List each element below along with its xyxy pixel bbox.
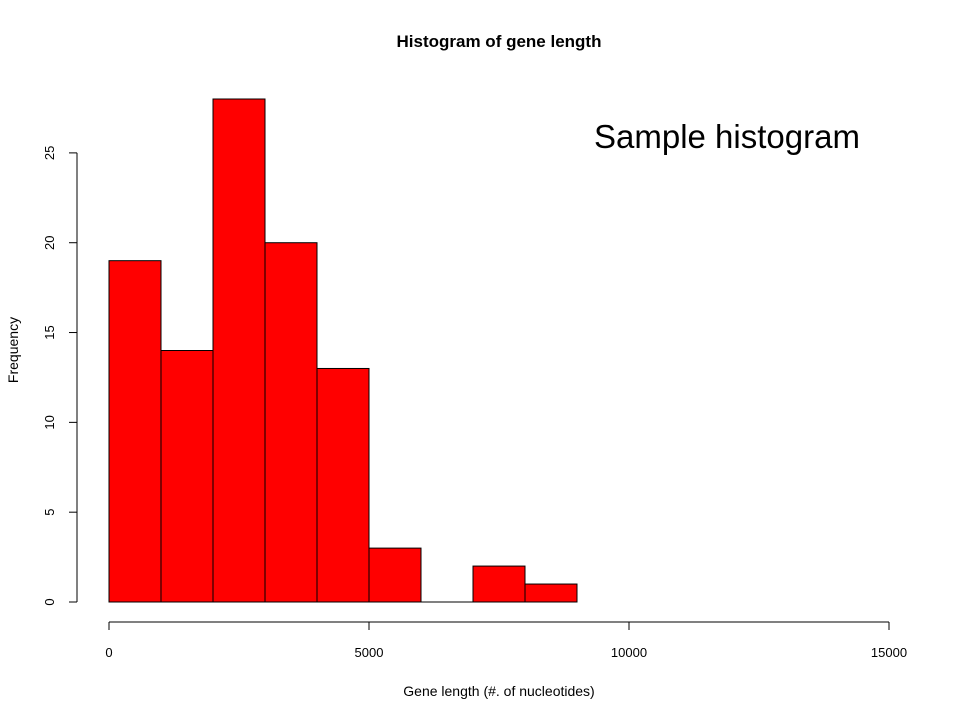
y-tick-label: 0	[42, 598, 57, 605]
x-tick-label: 15000	[871, 645, 907, 660]
y-tick-label: 5	[42, 509, 57, 516]
y-axis: 0 5 10 15 20 25	[42, 146, 78, 606]
histogram-bar	[368, 547, 422, 603]
x-axis: 0 5000 10000 15000	[105, 621, 907, 660]
histogram-bar	[160, 350, 214, 603]
x-tick-label: 0	[105, 645, 112, 660]
x-tick-label: 10000	[611, 645, 647, 660]
histogram-bar	[316, 367, 370, 603]
x-tick-label: 5000	[355, 645, 384, 660]
histogram-bar	[264, 242, 318, 603]
histogram-bar	[472, 565, 526, 603]
y-axis-label: Frequency	[5, 317, 21, 383]
y-tick-label: 10	[42, 415, 57, 429]
histogram-bar	[108, 260, 162, 603]
sample-histogram-caption: Sample histogram	[594, 118, 860, 155]
y-tick-label: 20	[42, 235, 57, 249]
histogram-bars	[108, 98, 578, 603]
x-axis-label: Gene length (#. of nucleotides)	[403, 683, 594, 699]
histogram-bar	[212, 98, 266, 603]
histogram-bar	[524, 583, 578, 603]
chart-title: Histogram of gene length	[397, 32, 602, 51]
y-tick-label: 25	[42, 146, 57, 160]
y-tick-label: 15	[42, 325, 57, 339]
